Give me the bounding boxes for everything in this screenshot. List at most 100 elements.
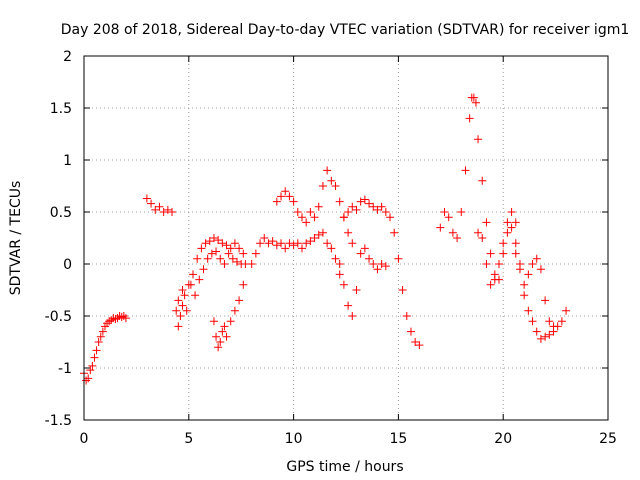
data-point xyxy=(356,197,365,206)
data-point xyxy=(402,312,411,320)
data-point xyxy=(264,239,273,248)
data-point xyxy=(90,353,99,362)
data-point xyxy=(331,182,340,190)
data-point xyxy=(174,296,183,305)
data-point xyxy=(113,314,122,323)
data-point xyxy=(444,213,453,222)
data-point xyxy=(178,301,187,310)
data-point xyxy=(482,218,491,227)
data-point xyxy=(268,237,277,246)
data-point xyxy=(541,296,550,305)
data-point xyxy=(306,208,315,216)
plot-frame xyxy=(83,55,609,421)
data-point xyxy=(218,327,227,336)
y-tick-label: 1 xyxy=(63,153,72,169)
data-point xyxy=(457,208,466,216)
x-tick-label: 10 xyxy=(285,431,303,447)
data-point xyxy=(235,296,244,305)
data-point xyxy=(339,213,348,222)
data-point xyxy=(398,286,407,294)
data-point xyxy=(471,98,480,107)
data-point xyxy=(314,230,323,239)
data-point xyxy=(314,202,323,211)
data-point xyxy=(486,280,495,289)
series-arc-6 xyxy=(247,228,344,268)
data-point xyxy=(168,208,177,216)
data-point xyxy=(230,306,239,315)
data-point xyxy=(82,376,91,385)
data-point xyxy=(117,313,126,322)
data-point xyxy=(528,260,537,268)
data-point xyxy=(182,306,191,315)
series-arc-1 xyxy=(80,312,130,385)
data-point xyxy=(228,254,237,263)
x-tick-label: 25 xyxy=(599,431,617,447)
series-arc-2 xyxy=(142,194,177,216)
data-point xyxy=(524,306,533,315)
data-point xyxy=(335,197,344,206)
data-point xyxy=(203,254,212,263)
series-arc-11 xyxy=(474,223,571,343)
data-point xyxy=(524,270,533,279)
data-point xyxy=(289,241,298,250)
data-point xyxy=(323,239,332,248)
data-point xyxy=(186,280,195,289)
data-point xyxy=(285,239,294,248)
data-point xyxy=(297,244,306,253)
data-point xyxy=(478,176,487,185)
data-point xyxy=(365,254,374,263)
data-point xyxy=(515,265,524,274)
data-point xyxy=(373,265,382,274)
data-point xyxy=(247,260,256,268)
data-point xyxy=(520,280,529,289)
data-point xyxy=(536,334,545,343)
data-point xyxy=(348,312,357,320)
data-point xyxy=(541,332,550,341)
data-point xyxy=(216,254,225,263)
data-point xyxy=(306,237,315,246)
data-point xyxy=(344,208,353,216)
data-point xyxy=(218,239,227,248)
data-point xyxy=(520,291,529,300)
chart-title: Day 208 of 2018, Sidereal Day-to-day VTE… xyxy=(61,22,630,38)
data-point xyxy=(178,286,187,294)
data-point xyxy=(142,194,151,203)
y-tick-label: 2 xyxy=(63,49,72,65)
data-point xyxy=(147,199,156,208)
series-arc-10 xyxy=(436,93,520,284)
data-point xyxy=(212,332,221,341)
data-point xyxy=(465,114,474,123)
y-tick-label: 1.5 xyxy=(50,101,72,117)
data-point xyxy=(448,228,457,237)
data-point xyxy=(239,249,248,258)
data-point xyxy=(172,306,181,315)
data-point xyxy=(335,260,344,268)
data-point xyxy=(503,228,512,237)
series-arc-12 xyxy=(511,249,558,331)
series-arc-9 xyxy=(335,244,390,320)
data-point xyxy=(499,239,508,248)
data-point xyxy=(549,322,558,331)
data-point xyxy=(360,244,369,253)
series-arc-3 xyxy=(172,234,248,331)
data-point xyxy=(220,260,229,268)
data-point xyxy=(205,237,214,246)
data-point xyxy=(406,327,415,336)
data-point xyxy=(348,239,357,248)
data-point xyxy=(360,195,369,204)
data-point xyxy=(478,234,487,242)
data-point xyxy=(88,361,97,370)
data-point xyxy=(209,234,218,242)
data-point xyxy=(235,244,244,253)
x-axis-label: GPS time / hours xyxy=(286,459,403,475)
data-point xyxy=(511,218,520,227)
data-point xyxy=(390,228,399,237)
y-tick-label: -1 xyxy=(58,361,72,377)
data-point xyxy=(440,208,449,216)
data-point xyxy=(507,208,516,216)
data-point xyxy=(107,316,116,325)
data-point xyxy=(281,187,290,196)
data-point xyxy=(233,257,242,266)
data-point xyxy=(335,270,344,279)
